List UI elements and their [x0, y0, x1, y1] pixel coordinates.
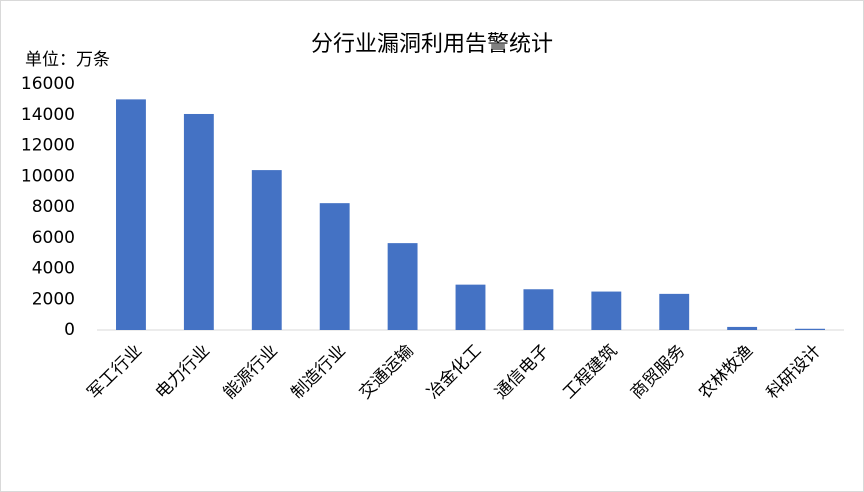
bar [455, 284, 486, 330]
y-tick-label: 6000 [32, 228, 75, 248]
y-tick-label: 14000 [21, 105, 75, 125]
y-tick-label: 16000 [21, 74, 75, 94]
bar [659, 293, 690, 330]
y-tick-label: 2000 [32, 289, 75, 309]
y-tick-label: 8000 [32, 197, 75, 217]
chart-title: 分行业漏洞利用告警统计 [311, 32, 553, 57]
y-tick-label: 12000 [21, 136, 75, 156]
bar [795, 328, 825, 330]
bar [523, 289, 554, 330]
bar [183, 113, 214, 330]
bar [387, 243, 418, 330]
bar [591, 291, 622, 330]
bar [251, 170, 282, 330]
bar [116, 99, 146, 330]
bar [727, 326, 758, 330]
y-tick-label: 10000 [21, 166, 75, 186]
y-unit-label: 单位：万条 [25, 50, 110, 70]
bar [319, 203, 350, 330]
y-tick-label: 4000 [32, 259, 75, 279]
y-tick-label: 0 [64, 320, 75, 340]
